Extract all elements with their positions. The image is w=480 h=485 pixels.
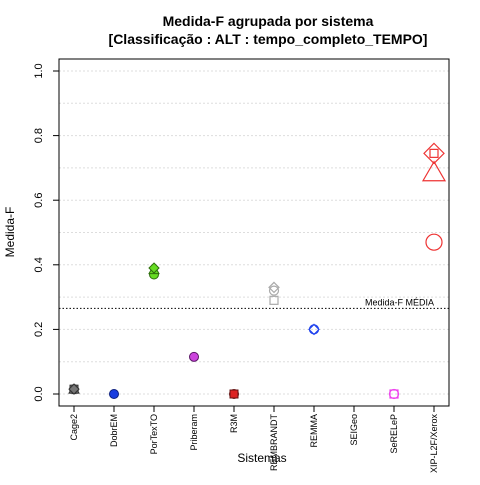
points-layer: [68, 142, 447, 400]
data-point-xip-l2f-xerox-open-circle-large: [425, 233, 443, 251]
x-tick-label: REMBRANDT: [269, 414, 279, 472]
data-point-portexto-diamond: [148, 262, 160, 274]
x-tick-label: DobrEM: [109, 414, 119, 447]
chart-title: Medida-F agrupada por sistema: [163, 13, 374, 29]
reference-layer: Medida-F MÉDIA: [59, 297, 449, 309]
x-tick-label: SeRELeP: [389, 414, 399, 454]
grid-layer: [59, 70, 449, 395]
y-tick-label: 0.8: [33, 128, 45, 143]
x-axis-label: Sistemas: [237, 451, 286, 465]
plot-frame: [58, 58, 450, 407]
chart-subtitle: [Classificação : ALT : tempo_completo_TE…: [109, 31, 428, 47]
data-point-serelep-open-circle: [388, 388, 400, 400]
x-tick-label: Priberam: [189, 414, 199, 451]
y-tick-label: 0.4: [33, 257, 45, 272]
data-point-dobrem-circle: [109, 389, 119, 399]
average-line-label: Medida-F MÉDIA: [365, 297, 434, 307]
y-tick-label: 1.0: [33, 63, 45, 78]
x-tick-label: PorTexTO: [149, 414, 159, 454]
x-tick-label: SEIGeo: [349, 414, 359, 446]
y-axis-label: Medida-F: [3, 207, 17, 258]
data-point-rembrandt-open-diamond: [268, 281, 280, 294]
x-tick-label: REMMA: [309, 414, 319, 448]
x-tick-label: R3M: [229, 414, 239, 433]
x-tick-label: XIP-L2F/Xerox: [429, 414, 439, 474]
data-point-rembrandt-open-circle: [268, 285, 280, 296]
y-tick-label: 0.0: [33, 386, 45, 401]
data-point-xip-l2f-xerox-open-square: [429, 148, 439, 158]
data-point-r3m-square: [229, 389, 239, 399]
data-point-cage2-diamond: [68, 383, 80, 395]
y-tick-label: 0.2: [33, 322, 45, 337]
data-point-remma-open-circle: [308, 324, 320, 335]
axis-layer: 0.0 0.2 0.4 0.6 0.8 1.0 Cage2 DobrEM PorTexTO Pri…: [33, 63, 439, 473]
y-tick-label: 0.6: [33, 193, 45, 208]
x-tick-label: Cage2: [69, 414, 79, 441]
data-point-priberam-circle: [189, 351, 199, 362]
data-point-rembrandt-open-square: [269, 295, 279, 305]
data-point-xip-l2f-xerox-open-diamond-large: [423, 142, 445, 165]
data-point-xip-l2f-xerox-open-triangle-large: [421, 160, 447, 182]
